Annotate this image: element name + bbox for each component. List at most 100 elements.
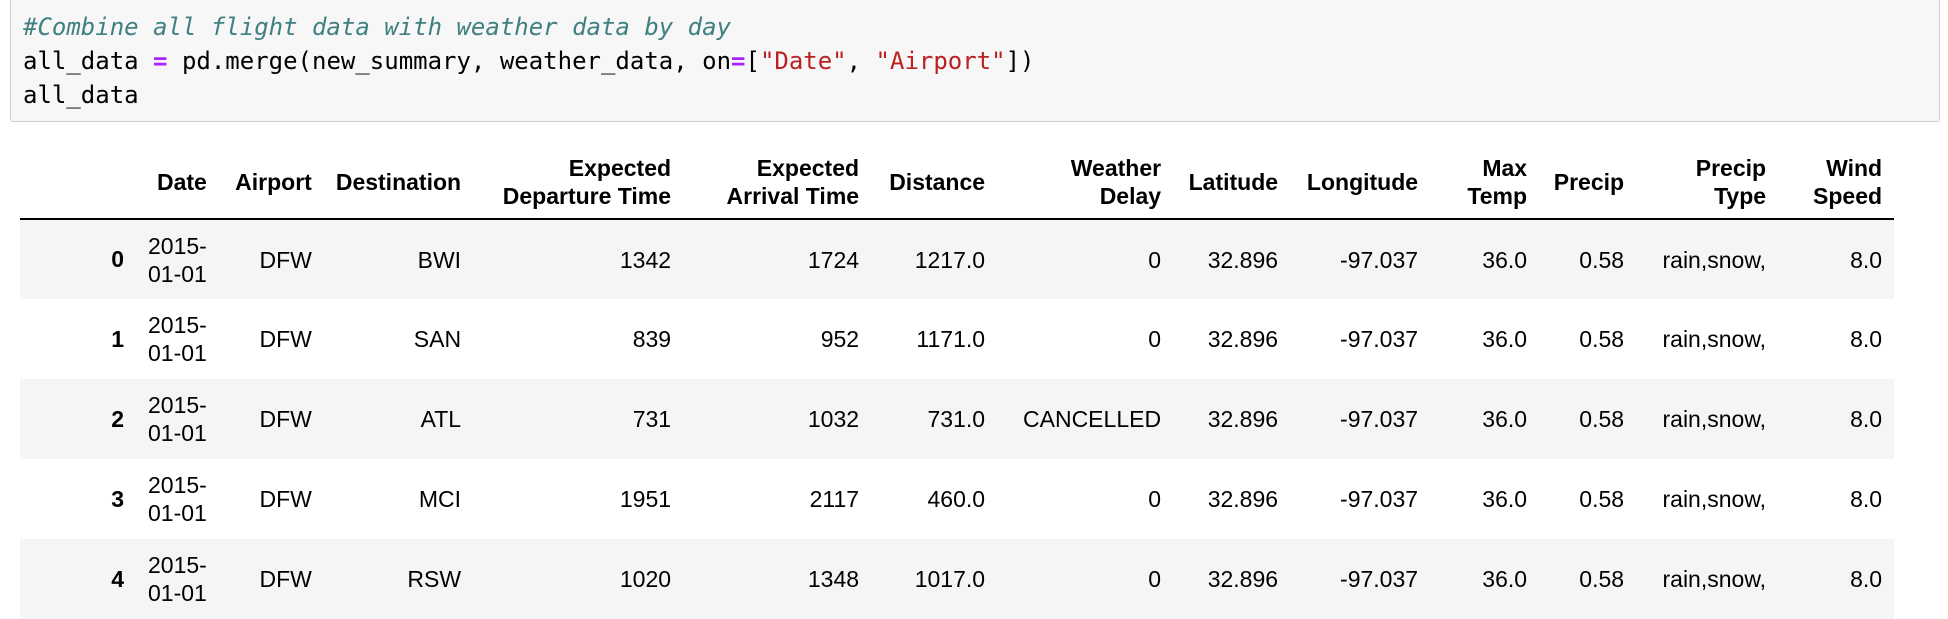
cell-date: 2015- 01-01 (148, 392, 207, 446)
cell-weather-delay: 0 (1148, 566, 1162, 592)
cell-date: 2015- 01-01 (148, 312, 207, 366)
cell-max-temp: 36.0 (1482, 566, 1528, 592)
cell-precip: 0.58 (1579, 406, 1625, 432)
cell-distance: 1017.0 (914, 566, 986, 592)
code-string-airport: "Airport" (875, 47, 1006, 75)
column-header-wind-speed: Wind Speed (1778, 146, 1895, 220)
column-header-date: Date (136, 146, 219, 220)
cell-weather-delay: 0 (1148, 326, 1162, 352)
dataframe-table: Date Airport Destination Expected Departu… (20, 146, 1895, 619)
cell-date: 2015- 01-01 (148, 552, 207, 606)
cell-date: 2015- 01-01 (148, 232, 207, 287)
column-header-max-temp: Max Temp (1430, 146, 1540, 220)
cell-weather-delay: CANCELLED (1023, 406, 1162, 432)
cell-distance: 731.0 (927, 406, 986, 432)
cell-longitude: -97.037 (1340, 326, 1419, 352)
column-header-precip: Precip (1539, 146, 1637, 220)
cell-precip: 0.58 (1579, 566, 1625, 592)
cell-precip: 0.58 (1579, 326, 1625, 352)
cell-distance: 460.0 (927, 486, 986, 512)
cell-expected-arrival-time: 1724 (807, 246, 860, 273)
cell-expected-arrival-time: 2117 (809, 486, 860, 512)
code-line-display: all_data (23, 78, 1927, 112)
code-cell-input[interactable]: #Combine all flight data with weather da… (10, 0, 1940, 122)
code-line-merge: all_data = pd.merge(new_summary, weather… (23, 44, 1927, 78)
cell-precip-type: rain,snow, (1662, 406, 1767, 432)
code-operator: = (153, 47, 168, 75)
cell-expected-arrival-time: 952 (820, 326, 860, 352)
cell-weather-delay: 0 (1148, 486, 1162, 512)
row-index-cell: 0 (111, 246, 124, 272)
code-display-var: all_data (23, 81, 139, 109)
cell-precip-type: rain,snow, (1662, 246, 1767, 273)
cell-expected-departure-time: 731 (632, 406, 672, 432)
cell-expected-departure-time: 1342 (619, 246, 672, 273)
cell-max-temp: 36.0 (1482, 326, 1528, 352)
cell-airport: DFW (259, 406, 312, 432)
table-header-row: Date Airport Destination Expected Departu… (20, 146, 1895, 220)
code-comment: #Combine all flight data with weather da… (23, 13, 732, 41)
cell-weather-delay: 0 (1148, 246, 1162, 273)
column-header-index (20, 146, 136, 220)
cell-wind-speed: 8.0 (1850, 486, 1883, 512)
cell-date: 2015- 01-01 (148, 472, 207, 526)
code-var: all_data (23, 47, 154, 75)
column-header-airport: Airport (218, 146, 324, 220)
cell-latitude: 32.896 (1207, 246, 1279, 273)
cell-longitude: -97.037 (1340, 406, 1419, 432)
cell-airport: DFW (259, 566, 312, 592)
column-header-longitude: Longitude (1290, 146, 1431, 220)
table-row: 0 2015- 01-01 DFW BWI 1342 1724 1217.0 0 32.896 -9… (20, 219, 1895, 299)
column-header-precip-type: Precip Type (1636, 146, 1779, 220)
cell-airport: DFW (259, 326, 312, 352)
cell-distance: 1171.0 (916, 326, 986, 352)
code-bracket-close: ]) (1005, 47, 1035, 75)
cell-airport: DFW (259, 246, 312, 273)
column-header-expected-departure-time: Expected Departure Time (473, 146, 684, 220)
column-header-expected-arrival-time: Expected Arrival Time (683, 146, 872, 220)
cell-max-temp: 36.0 (1482, 486, 1528, 512)
cell-distance: 1217.0 (914, 246, 986, 273)
cell-latitude: 32.896 (1207, 566, 1279, 592)
cell-precip-type: rain,snow, (1662, 486, 1767, 512)
cell-airport: DFW (259, 486, 312, 512)
cell-latitude: 32.896 (1207, 406, 1279, 432)
cell-longitude: -97.037 (1340, 486, 1419, 512)
column-header-destination: Destination (323, 146, 474, 220)
cell-max-temp: 36.0 (1482, 406, 1528, 432)
row-index-cell: 4 (111, 565, 124, 592)
cell-precip-type: rain,snow, (1662, 326, 1767, 352)
table-row: 3 2015- 01-01 DFW MCI 1951 2117 460.0 0 32.896 -97… (20, 459, 1894, 539)
cell-precip-type: rain,snow, (1662, 566, 1767, 592)
cell-expected-departure-time: 1020 (619, 566, 672, 592)
table-row: 4 2015- 01-01 DFW RSW 1020 1348 1017.0 0 32.896 -9… (20, 539, 1895, 619)
column-header-distance: Distance (871, 146, 998, 220)
column-header-latitude: Latitude (1173, 146, 1291, 220)
code-call: pd.merge(new_summary, weather_data, on (167, 47, 732, 75)
cell-destination: MCI (418, 486, 462, 512)
cell-destination: BWI (417, 246, 462, 273)
cell-wind-speed: 8.0 (1850, 406, 1883, 432)
code-line-comment: #Combine all flight data with weather da… (23, 10, 1927, 44)
code-operator-kw: = (731, 47, 746, 75)
cell-wind-speed: 8.0 (1850, 566, 1883, 592)
cell-wind-speed: 8.0 (1850, 246, 1883, 273)
cell-destination: RSW (407, 566, 462, 592)
cell-expected-arrival-time: 1032 (807, 406, 860, 432)
cell-latitude: 32.896 (1207, 486, 1279, 512)
cell-wind-speed: 8.0 (1850, 326, 1883, 352)
cell-precip: 0.58 (1579, 246, 1625, 273)
column-header-weather-delay: Weather Delay (997, 146, 1174, 220)
row-index-cell: 3 (111, 485, 124, 512)
row-index-cell: 1 (111, 325, 124, 352)
row-index-cell: 2 (111, 405, 124, 432)
code-bracket-open: [ (745, 47, 760, 75)
cell-expected-departure-time: 1951 (619, 486, 672, 512)
cell-destination: ATL (420, 406, 462, 432)
cell-output: Date Airport Destination Expected Departu… (20, 146, 1932, 619)
cell-expected-arrival-time: 1348 (807, 566, 860, 592)
cell-longitude: -97.037 (1340, 566, 1419, 592)
cell-max-temp: 36.0 (1482, 246, 1528, 273)
cell-latitude: 32.896 (1207, 326, 1279, 352)
code-separator: , (846, 47, 876, 75)
